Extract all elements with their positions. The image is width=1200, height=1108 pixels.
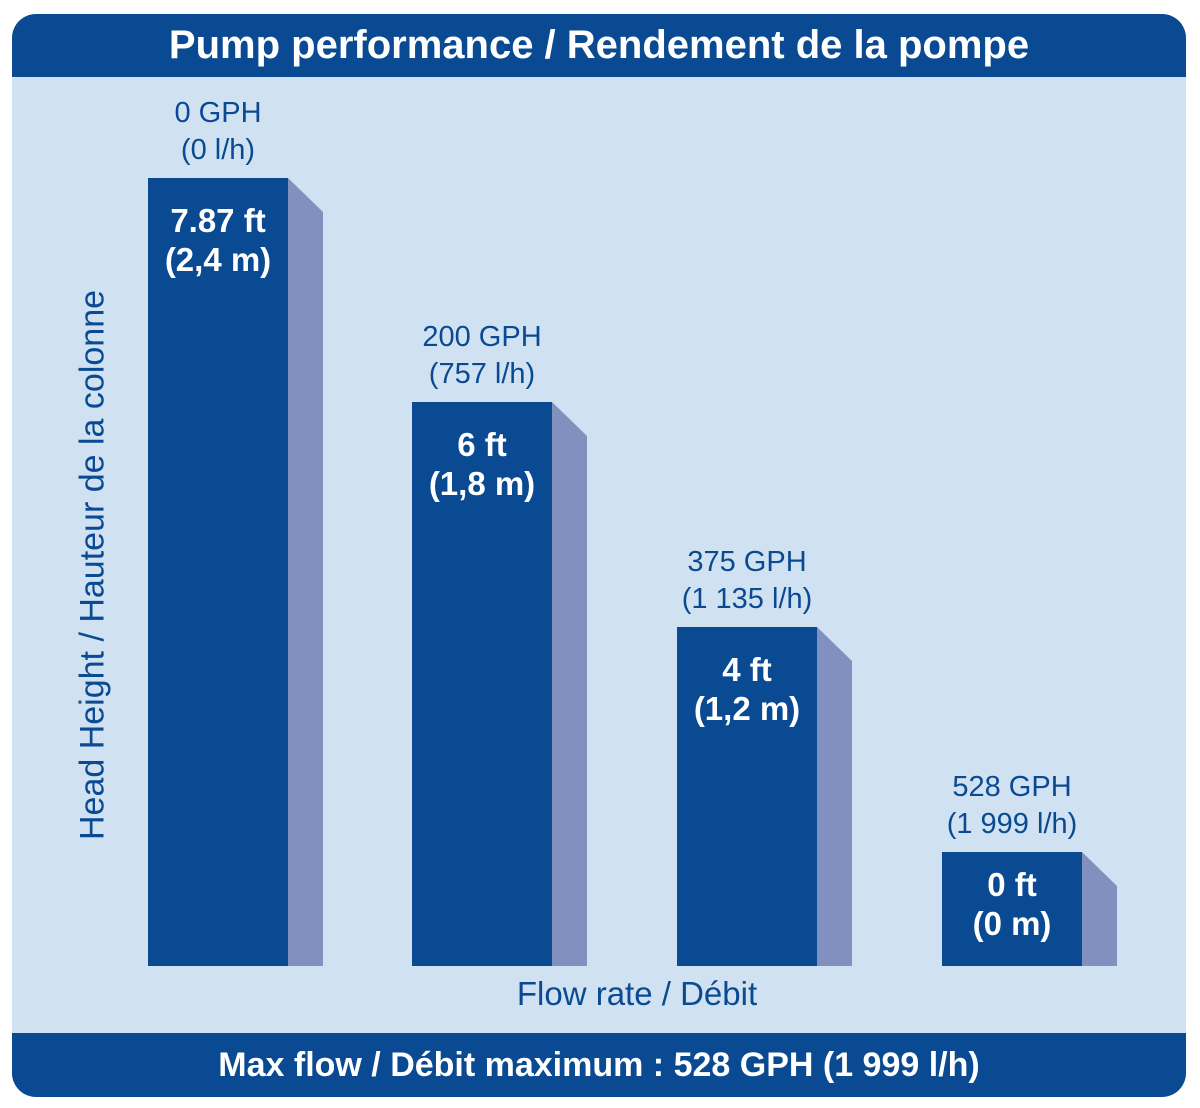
bar-rect: 7.87 ft (2,4 m) [148,178,288,966]
bar-3d-shadow [1082,852,1117,966]
flow-value: 528 GPH [952,771,1072,803]
flow-value: 375 GPH [687,546,807,578]
bar-3d-shadow [552,402,587,966]
bar-group-528gph: 528 GPH (1 999 l/h) 0 ft (0 m) [942,771,1117,966]
bar-3d-shadow [817,627,852,966]
bar-rect: 0 ft (0 m) [942,852,1082,966]
flow-value-metric: (1 999 l/h) [946,808,1078,840]
head-value-metric: (1,2 m) [693,690,801,727]
head-value: 4 ft [722,651,772,688]
chart-panel: Pump performance / Rendement de la pompe… [12,14,1186,1097]
max-flow-bar: Max flow / Débit maximum : 528 GPH (1 99… [12,1033,1186,1097]
head-value-metric: (0 m) [972,905,1052,942]
head-value-metric: (1,8 m) [428,465,536,502]
flow-value-metric: (0 l/h) [180,134,256,166]
head-label-0gph: 7.87 ft (2,4 m) [148,178,288,279]
bar-rect: 6 ft (1,8 m) [412,402,552,966]
flow-value-metric: (757 l/h) [428,358,536,390]
max-flow-text: Max flow / Débit maximum : 528 GPH (1 99… [218,1045,980,1084]
head-value: 0 ft [987,866,1037,903]
bar-group-375gph: 375 GPH (1 135 l/h) 4 ft (1,2 m) [677,546,852,966]
flow-value-metric: (1 135 l/h) [681,583,813,615]
head-value-metric: (2,4 m) [164,241,272,278]
head-value: 7.87 ft [170,202,266,239]
bar-rect: 4 ft (1,2 m) [677,627,817,966]
flow-value: 200 GPH [422,321,542,353]
chart-title: Pump performance / Rendement de la pompe [168,23,1030,67]
head-label-200gph: 6 ft (1,8 m) [412,402,552,503]
chart-title-bar: Pump performance / Rendement de la pompe [12,14,1186,77]
flow-label-200gph: 200 GPH (757 l/h) [422,319,541,402]
x-axis-label: Flow rate / Débit [516,975,758,1012]
head-value: 6 ft [457,426,507,463]
y-axis-label: Head Height / Hauteur de la colonne [73,289,112,841]
bar-group-0gph: 0 GPH (0 l/h) 7.87 ft (2,4 m) [148,97,323,966]
flow-value: 0 GPH [174,97,262,129]
head-label-528gph: 0 ft (0 m) [942,852,1082,943]
bar-group-200gph: 200 GPH (757 l/h) 6 ft (1,8 m) [412,321,587,966]
flow-label-528gph: 528 GPH (1 999 l/h) [947,769,1078,852]
flow-label-0gph: 0 GPH (0 l/h) [174,95,261,178]
head-label-375gph: 4 ft (1,2 m) [677,627,817,728]
flow-label-375gph: 375 GPH (1 135 l/h) [682,544,813,627]
bar-3d-shadow [288,178,323,966]
